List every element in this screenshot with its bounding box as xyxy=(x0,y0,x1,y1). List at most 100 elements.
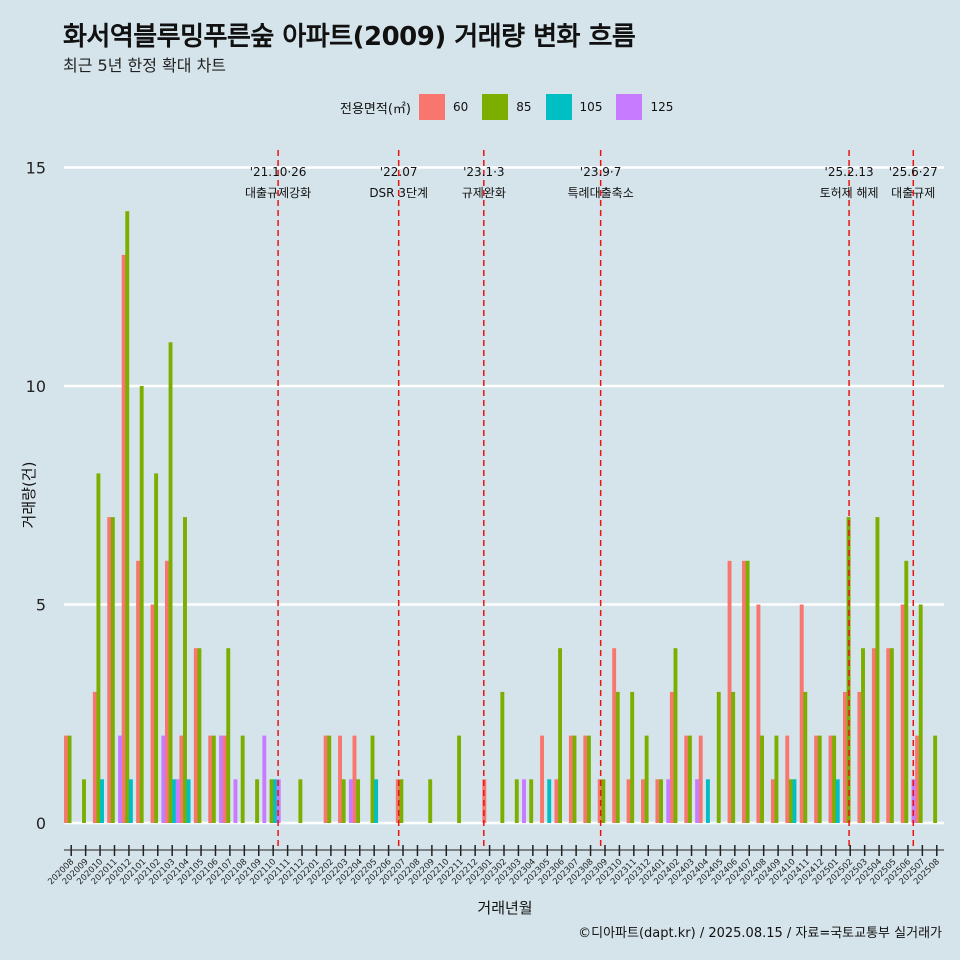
bar-85-202407 xyxy=(745,560,750,823)
bar-60-202507 xyxy=(915,735,920,823)
bar-105-202012 xyxy=(128,779,133,823)
bar-125-202203 xyxy=(348,779,353,823)
bar-60-202008 xyxy=(64,735,68,823)
chart-subtitle: 최근 5년 한정 확대 차트 xyxy=(63,56,227,75)
bar-85-202311 xyxy=(630,691,635,823)
y-tick-label: 0 xyxy=(36,814,46,833)
legend-label-105: 105 xyxy=(579,100,603,114)
bar-85-202104 xyxy=(183,517,187,823)
bar-60-202309 xyxy=(597,779,602,823)
bar-85-202411 xyxy=(803,691,808,823)
bar-60-202306 xyxy=(554,779,559,823)
y-tick-label: 10 xyxy=(26,377,46,396)
bar-85-202401 xyxy=(659,779,663,823)
bar-85-202307 xyxy=(572,735,577,823)
annotation-label: 특례대출축소 xyxy=(568,186,634,200)
bar-85-202009 xyxy=(82,779,86,823)
bar-85-202011 xyxy=(110,517,115,823)
bar-60-202505 xyxy=(886,648,891,823)
annotation-label: 토허제 해제 xyxy=(820,186,879,200)
legend-key-105 xyxy=(545,94,572,120)
bar-60-202106 xyxy=(208,735,213,823)
legend-label-60: 60 xyxy=(452,100,469,114)
annotation-date: '25.6·27 xyxy=(889,165,938,179)
annotation-label: 대출규제강화 xyxy=(245,186,311,200)
bar-85-202501 xyxy=(832,735,837,823)
bar-125-202011 xyxy=(118,735,123,823)
bar-85-202408 xyxy=(760,735,764,823)
bar-60-202408 xyxy=(756,604,761,823)
bar-105-202103 xyxy=(172,779,177,823)
annotation-date: '21.10·26 xyxy=(250,165,307,179)
bar-85-202507 xyxy=(918,604,923,823)
bar-105-202104 xyxy=(186,779,191,823)
bar-85-202012 xyxy=(125,211,130,823)
bar-85-202109 xyxy=(255,779,260,823)
bar-85-202203 xyxy=(341,779,346,823)
bar-125-202109 xyxy=(262,735,267,823)
bar-85-202106 xyxy=(211,735,216,823)
annotation-date: '22.07 xyxy=(380,165,418,179)
y-axis-ticks: 0 5 10 15 xyxy=(26,159,46,834)
bar-85-202110 xyxy=(269,779,274,823)
bar-60-202402 xyxy=(669,691,674,823)
bar-60-202202 xyxy=(323,735,328,823)
bar-125-202107 xyxy=(233,779,238,823)
legend-label-85: 85 xyxy=(516,100,532,114)
bar-60-202103 xyxy=(164,560,169,823)
y-tick-label: 15 xyxy=(26,159,46,178)
bars xyxy=(64,211,938,823)
bar-60-202104 xyxy=(179,735,184,823)
bar-60-202403 xyxy=(684,735,689,823)
bar-85-202302 xyxy=(500,691,505,823)
bar-60-202406 xyxy=(727,560,732,823)
bar-85-202306 xyxy=(558,648,563,823)
bar-60-202308 xyxy=(583,735,588,823)
bar-85-202010 xyxy=(96,473,101,823)
chart-title: 화서역블루밍푸른숲 아파트(2009) 거래량 변화 흐름 xyxy=(63,22,636,52)
bar-85-202310 xyxy=(615,691,620,823)
bar-85-202405 xyxy=(716,691,721,823)
bar-85-202107 xyxy=(226,648,231,823)
legend-key-60 xyxy=(418,94,445,120)
bar-85-202412 xyxy=(817,735,822,823)
annotation-label: 대출규제 xyxy=(891,186,935,200)
legend-key-125 xyxy=(616,94,643,120)
bar-60-202310 xyxy=(612,648,617,823)
bar-85-202505 xyxy=(889,648,894,823)
annotation-date: '25.2.13 xyxy=(825,165,874,179)
bar-60-202411 xyxy=(799,604,804,823)
bar-60-202203 xyxy=(338,735,343,823)
y-tick-label: 5 xyxy=(36,596,46,615)
bar-60-202404 xyxy=(698,735,703,823)
annotation-date: '23.9·7 xyxy=(580,165,621,179)
x-axis-label: 거래년월 xyxy=(477,899,532,917)
bar-125-202303 xyxy=(522,779,526,823)
bar-85-202102 xyxy=(154,473,159,823)
bar-60-202010 xyxy=(92,691,97,823)
bar-60-202401 xyxy=(655,779,660,823)
bar-125-202106 xyxy=(219,735,223,823)
bar-105-202010 xyxy=(100,779,104,823)
annotation-label: DSR 3단계 xyxy=(369,186,428,200)
bar-85-202112 xyxy=(298,779,303,823)
bar-125-202102 xyxy=(161,735,166,823)
bar-105-202305 xyxy=(547,779,552,823)
bar-60-202503 xyxy=(857,691,862,823)
bar-85-202403 xyxy=(687,735,692,823)
legend-title: 전용면적(㎡) xyxy=(340,101,411,117)
bar-60-202501 xyxy=(828,735,833,823)
bar-60-202011 xyxy=(107,517,112,823)
bar-85-202105 xyxy=(197,648,202,823)
bar-60-202409 xyxy=(770,779,775,823)
bar-60-202312 xyxy=(641,779,645,823)
bar-60-202101 xyxy=(136,560,141,823)
bar-85-202204 xyxy=(356,779,361,823)
bar-85-202108 xyxy=(240,735,245,823)
bar-85-202205 xyxy=(370,735,375,823)
bar-85-202508 xyxy=(933,735,938,823)
bar-85-202402 xyxy=(673,648,678,823)
y-axis-label: 거래량(건) xyxy=(20,462,38,529)
bar-85-202304 xyxy=(529,779,534,823)
